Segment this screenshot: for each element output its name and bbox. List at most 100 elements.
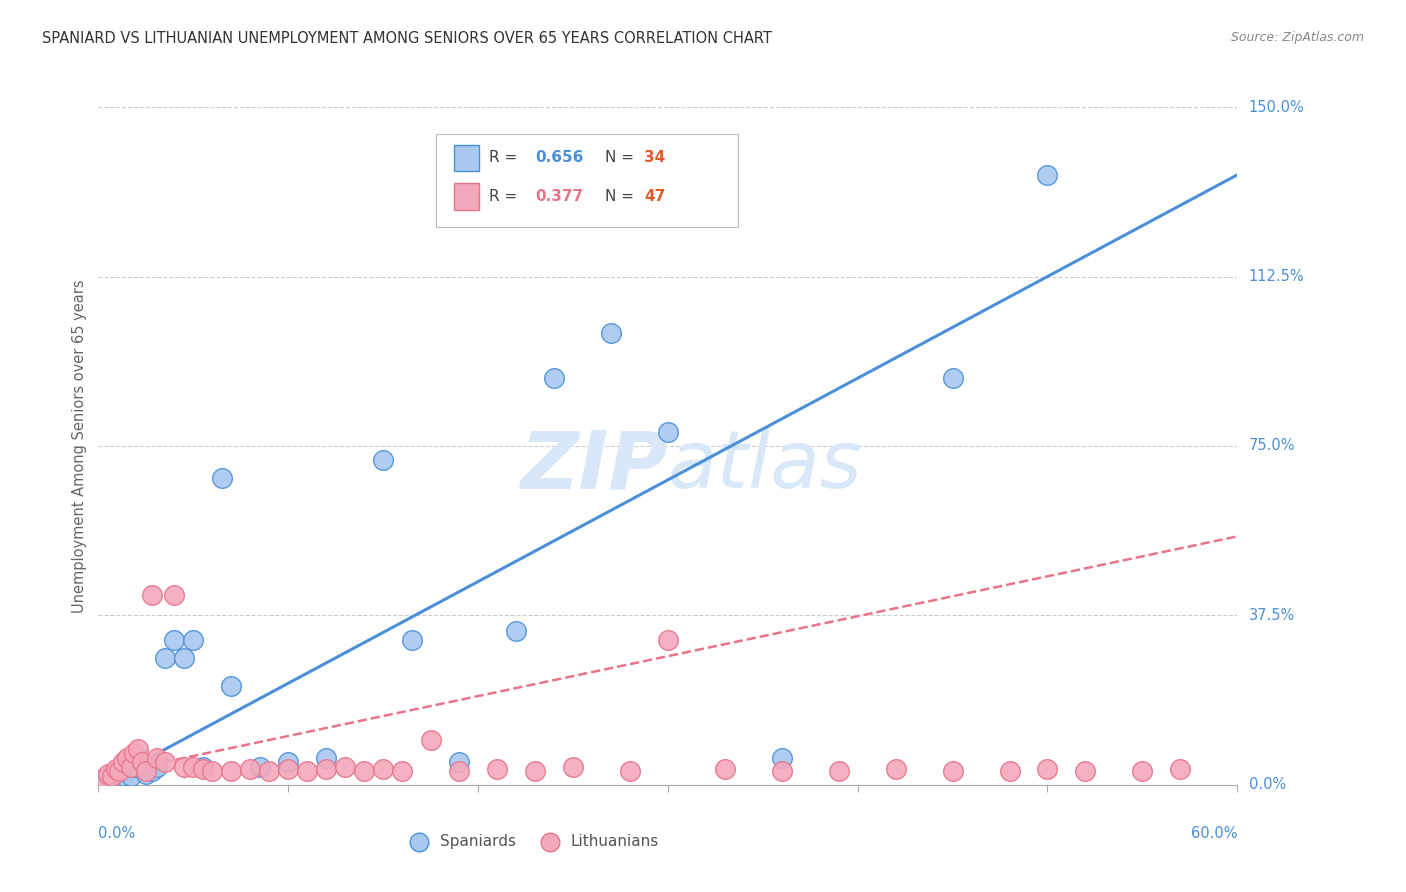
Point [131, 756, 153, 770]
Point [211, 470, 233, 484]
Point [1036, 762, 1059, 776]
Point [135, 764, 157, 779]
Point [221, 679, 243, 693]
Point [93, 771, 115, 785]
Text: N =: N = [605, 151, 638, 165]
Point [543, 371, 565, 385]
Point [419, 732, 441, 747]
Legend: Spaniards, Lithuanians: Spaniards, Lithuanians [396, 828, 665, 855]
Point [998, 764, 1021, 779]
Text: 60.0%: 60.0% [1191, 826, 1237, 840]
Point [183, 633, 205, 648]
Point [124, 747, 146, 761]
Point [141, 588, 163, 602]
Point [770, 764, 793, 779]
Point [112, 769, 135, 783]
Point [115, 762, 138, 776]
Text: 0.0%: 0.0% [98, 826, 135, 840]
Text: 37.5%: 37.5% [1249, 608, 1295, 623]
Point [277, 762, 299, 776]
Point [163, 588, 186, 602]
Text: 34: 34 [644, 151, 665, 165]
Point [108, 764, 131, 779]
Point [562, 760, 585, 774]
Point [191, 762, 214, 776]
Point [401, 633, 423, 648]
Point [371, 452, 394, 467]
Point [770, 751, 793, 765]
Point [115, 751, 138, 765]
Text: Source: ZipAtlas.com: Source: ZipAtlas.com [1230, 31, 1364, 45]
Point [884, 762, 907, 776]
Point [249, 760, 271, 774]
Point [201, 764, 224, 779]
Point [173, 760, 195, 774]
Point [942, 371, 965, 385]
Point [657, 425, 679, 440]
Text: 0.0%: 0.0% [1249, 778, 1286, 792]
Point [315, 762, 337, 776]
Text: 47: 47 [644, 189, 665, 203]
Point [619, 764, 641, 779]
Point [127, 741, 149, 756]
Point [141, 764, 163, 779]
Point [657, 633, 679, 648]
Point [259, 764, 281, 779]
Point [191, 760, 214, 774]
Point [112, 756, 135, 770]
Point [100, 769, 122, 783]
Point [505, 624, 527, 639]
Point [163, 633, 186, 648]
Text: ZIP: ZIP [520, 427, 668, 506]
Point [221, 764, 243, 779]
Text: R =: R = [489, 151, 523, 165]
Point [353, 764, 375, 779]
Point [447, 756, 470, 770]
Point [104, 766, 127, 780]
Text: N =: N = [605, 189, 638, 203]
Text: 0.656: 0.656 [536, 151, 583, 165]
Point [146, 751, 169, 765]
Point [108, 764, 131, 779]
Point [104, 762, 127, 776]
Point [828, 764, 851, 779]
Point [1170, 762, 1192, 776]
Point [131, 756, 153, 770]
Point [153, 651, 176, 665]
Text: SPANIARD VS LITHUANIAN UNEMPLOYMENT AMONG SENIORS OVER 65 YEARS CORRELATION CHAR: SPANIARD VS LITHUANIAN UNEMPLOYMENT AMON… [42, 31, 772, 46]
Point [124, 760, 146, 774]
Point [100, 771, 122, 785]
Point [127, 751, 149, 765]
Y-axis label: Unemployment Among Seniors over 65 years: Unemployment Among Seniors over 65 years [72, 279, 87, 613]
Text: R =: R = [489, 189, 523, 203]
Point [391, 764, 413, 779]
Point [173, 651, 195, 665]
Point [447, 764, 470, 779]
Point [335, 760, 357, 774]
Point [93, 771, 115, 785]
Text: 112.5%: 112.5% [1249, 269, 1305, 284]
Text: 75.0%: 75.0% [1249, 439, 1295, 453]
Point [97, 769, 120, 783]
Point [239, 762, 262, 776]
Point [97, 766, 120, 780]
Text: 0.377: 0.377 [536, 189, 583, 203]
Point [1036, 168, 1059, 182]
Point [315, 751, 337, 765]
Text: atlas: atlas [668, 427, 863, 506]
Point [135, 766, 157, 780]
Point [600, 326, 623, 340]
Point [120, 760, 142, 774]
Point [371, 762, 394, 776]
Point [183, 760, 205, 774]
Point [153, 756, 176, 770]
Text: 150.0%: 150.0% [1249, 100, 1305, 114]
Point [1074, 764, 1097, 779]
Point [297, 764, 319, 779]
Point [146, 760, 169, 774]
Point [524, 764, 547, 779]
Point [714, 762, 737, 776]
Point [486, 762, 509, 776]
Point [277, 756, 299, 770]
Point [1132, 764, 1154, 779]
